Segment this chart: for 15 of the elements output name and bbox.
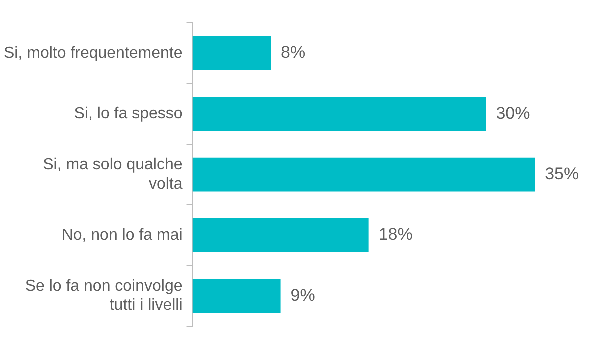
y-tick-label: Si, lo fa spesso [74,106,183,123]
bar [192,279,281,314]
bar [192,97,486,132]
bar [192,36,272,70]
data-label: 30% [496,104,530,123]
y-tick-label: Si, ma solo qualche volta [43,156,183,193]
data-label: 35% [545,164,580,184]
data-label: 18% [378,225,413,244]
bar [192,158,536,192]
data-label: 9% [290,286,316,305]
data-label: 8% [281,43,306,62]
y-tick-label: Si, molto frequentemente [4,44,183,62]
bar [192,218,369,252]
y-tick-label: Se lo fa non coinvolge tutti i livelli [25,278,183,314]
y-tick-label: No, non lo fa mai [62,226,183,244]
